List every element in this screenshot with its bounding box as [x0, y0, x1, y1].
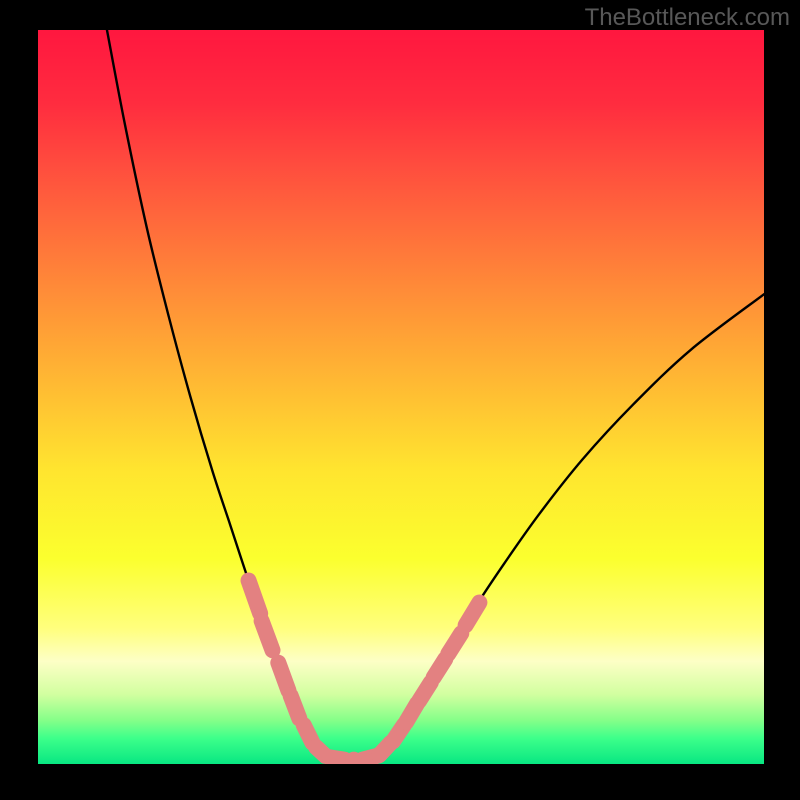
watermark-text: TheBottleneck.com: [585, 4, 790, 32]
marker-capsule: [448, 633, 461, 654]
marker-capsule: [291, 696, 300, 719]
marker-capsule: [330, 757, 345, 759]
marker-capsule: [434, 659, 446, 677]
chart-canvas: TheBottleneck.com: [0, 0, 800, 800]
marker-capsule: [262, 621, 273, 650]
marker-capsule: [419, 683, 431, 701]
plot-area: [38, 30, 764, 764]
marker-capsule: [249, 581, 261, 614]
marker-capsule: [278, 663, 288, 691]
marker-capsule: [304, 725, 313, 743]
gradient-background: [38, 30, 764, 764]
plot-svg: [38, 30, 764, 764]
